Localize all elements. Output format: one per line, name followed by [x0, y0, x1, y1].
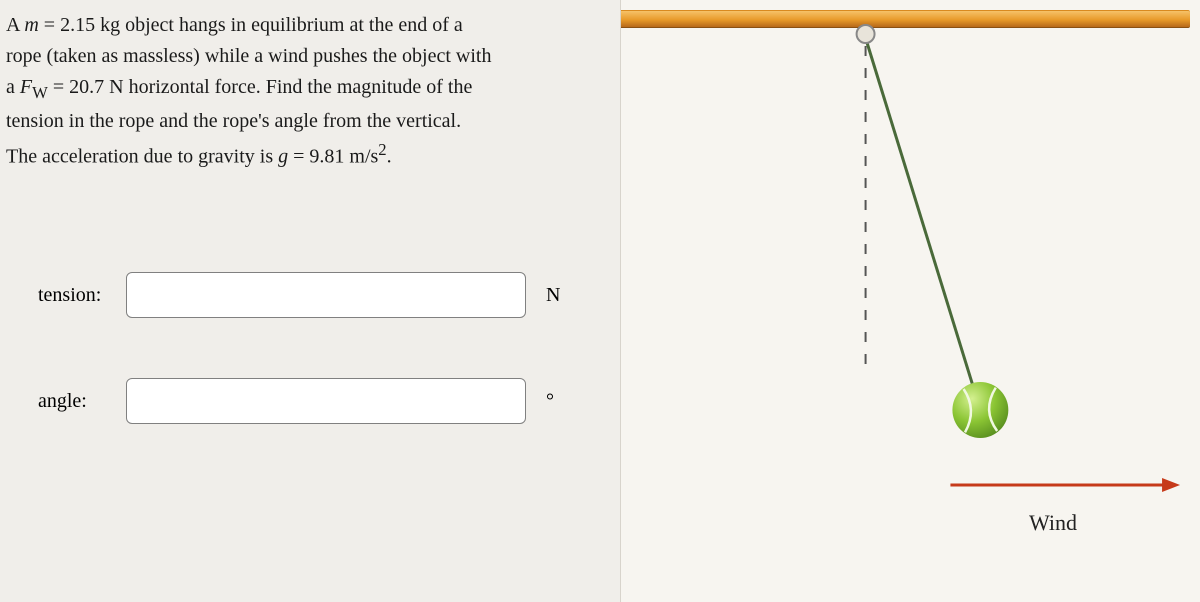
text-part: .	[387, 145, 392, 167]
angle-unit: °	[546, 390, 554, 413]
text-part: A	[6, 14, 24, 36]
rope	[866, 38, 981, 410]
wind-arrow	[950, 478, 1180, 492]
diagram-panel: Wind	[620, 0, 1200, 602]
var-m: m	[24, 14, 38, 36]
var-fw: F	[20, 76, 32, 98]
wind-label: Wind	[1029, 510, 1077, 536]
var-fw-sub: W	[32, 83, 48, 102]
text-part: a	[6, 76, 20, 98]
var-g-exp: 2	[378, 140, 386, 159]
angle-input[interactable]	[126, 378, 526, 424]
var-g: g	[278, 145, 288, 167]
problem-panel: A m = 2.15 kg object hangs in equilibriu…	[0, 0, 620, 602]
pivot-ring	[857, 25, 875, 43]
angle-row: angle: °	[6, 378, 610, 424]
tension-input[interactable]	[126, 272, 526, 318]
text-part: = 9.81 m/s	[288, 145, 378, 167]
tennis-ball	[952, 382, 1008, 438]
text-part: tension in the rope and the rope's angle…	[6, 110, 461, 132]
text-part: rope (taken as massless) while a wind pu…	[6, 45, 491, 67]
angle-label: angle:	[6, 390, 126, 413]
text-part: The acceleration due to gravity is	[6, 145, 278, 167]
diagram-svg	[621, 0, 1200, 602]
text-part: = 2.15 kg object hangs in equilibrium at…	[39, 14, 463, 36]
tension-label: tension:	[6, 284, 126, 307]
problem-text: A m = 2.15 kg object hangs in equilibriu…	[6, 10, 610, 172]
tension-row: tension: N	[6, 272, 610, 318]
text-part: = 20.7 N horizontal force. Find the magn…	[48, 76, 473, 98]
tension-unit: N	[546, 284, 560, 307]
